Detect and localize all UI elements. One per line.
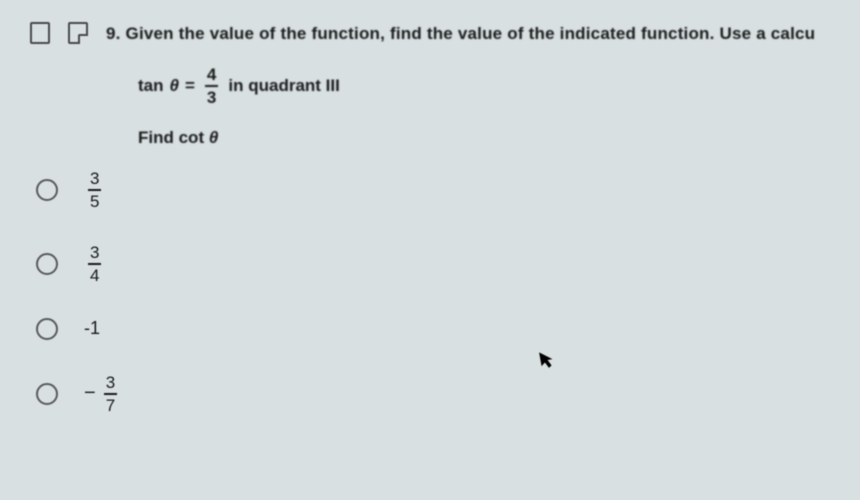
option-fraction: 3 5 [88,170,101,210]
given-suffix: in quadrant III [228,76,339,96]
radio-icon[interactable] [36,253,58,275]
question-prompt: 9. Given the value of the function, find… [106,22,815,46]
option-b[interactable]: 3 4 [30,244,830,284]
negative-sign: − [84,383,96,403]
given-numerator: 4 [205,66,218,85]
given-equation: tan θ = 4 3 in quadrant III [138,66,830,106]
options-list: 3 5 3 4 -1 − [30,170,830,414]
option-denominator: 5 [88,189,101,210]
option-fraction: 3 7 [104,374,117,414]
option-fraction: 3 4 [88,244,101,284]
given-denominator: 3 [205,85,218,106]
find-prefix: Find cot [138,128,209,147]
option-numerator: 3 [104,374,117,393]
question-text: Given the value of the function, find th… [126,24,816,43]
option-value: -1 [84,318,100,339]
radio-icon[interactable] [36,383,58,405]
option-a[interactable]: 3 5 [30,170,830,210]
radio-icon[interactable] [36,179,58,201]
theta-var: θ [170,76,179,96]
question-given: tan θ = 4 3 in quadrant III Find cot θ [138,66,830,148]
given-fraction: 4 3 [205,66,218,106]
flag-icon[interactable] [68,22,88,44]
option-numerator: 3 [88,170,101,189]
option-value: 3 4 [84,244,105,284]
option-text: -1 [84,318,100,339]
option-value: 3 5 [84,170,105,210]
question-header: 9. Given the value of the function, find… [30,22,830,46]
option-numerator: 3 [88,244,101,263]
find-row: Find cot θ [138,128,830,148]
tan-label: tan [138,76,164,96]
option-d[interactable]: − 3 7 [30,374,830,414]
find-var: θ [209,128,218,147]
option-denominator: 7 [104,393,117,414]
radio-icon[interactable] [36,318,58,340]
option-c[interactable]: -1 [30,318,830,340]
question-number: 9. [106,24,121,43]
option-value: − 3 7 [84,374,121,414]
bookmark-icon[interactable] [30,22,50,44]
equals-sign: = [185,76,195,96]
option-denominator: 4 [88,263,101,284]
